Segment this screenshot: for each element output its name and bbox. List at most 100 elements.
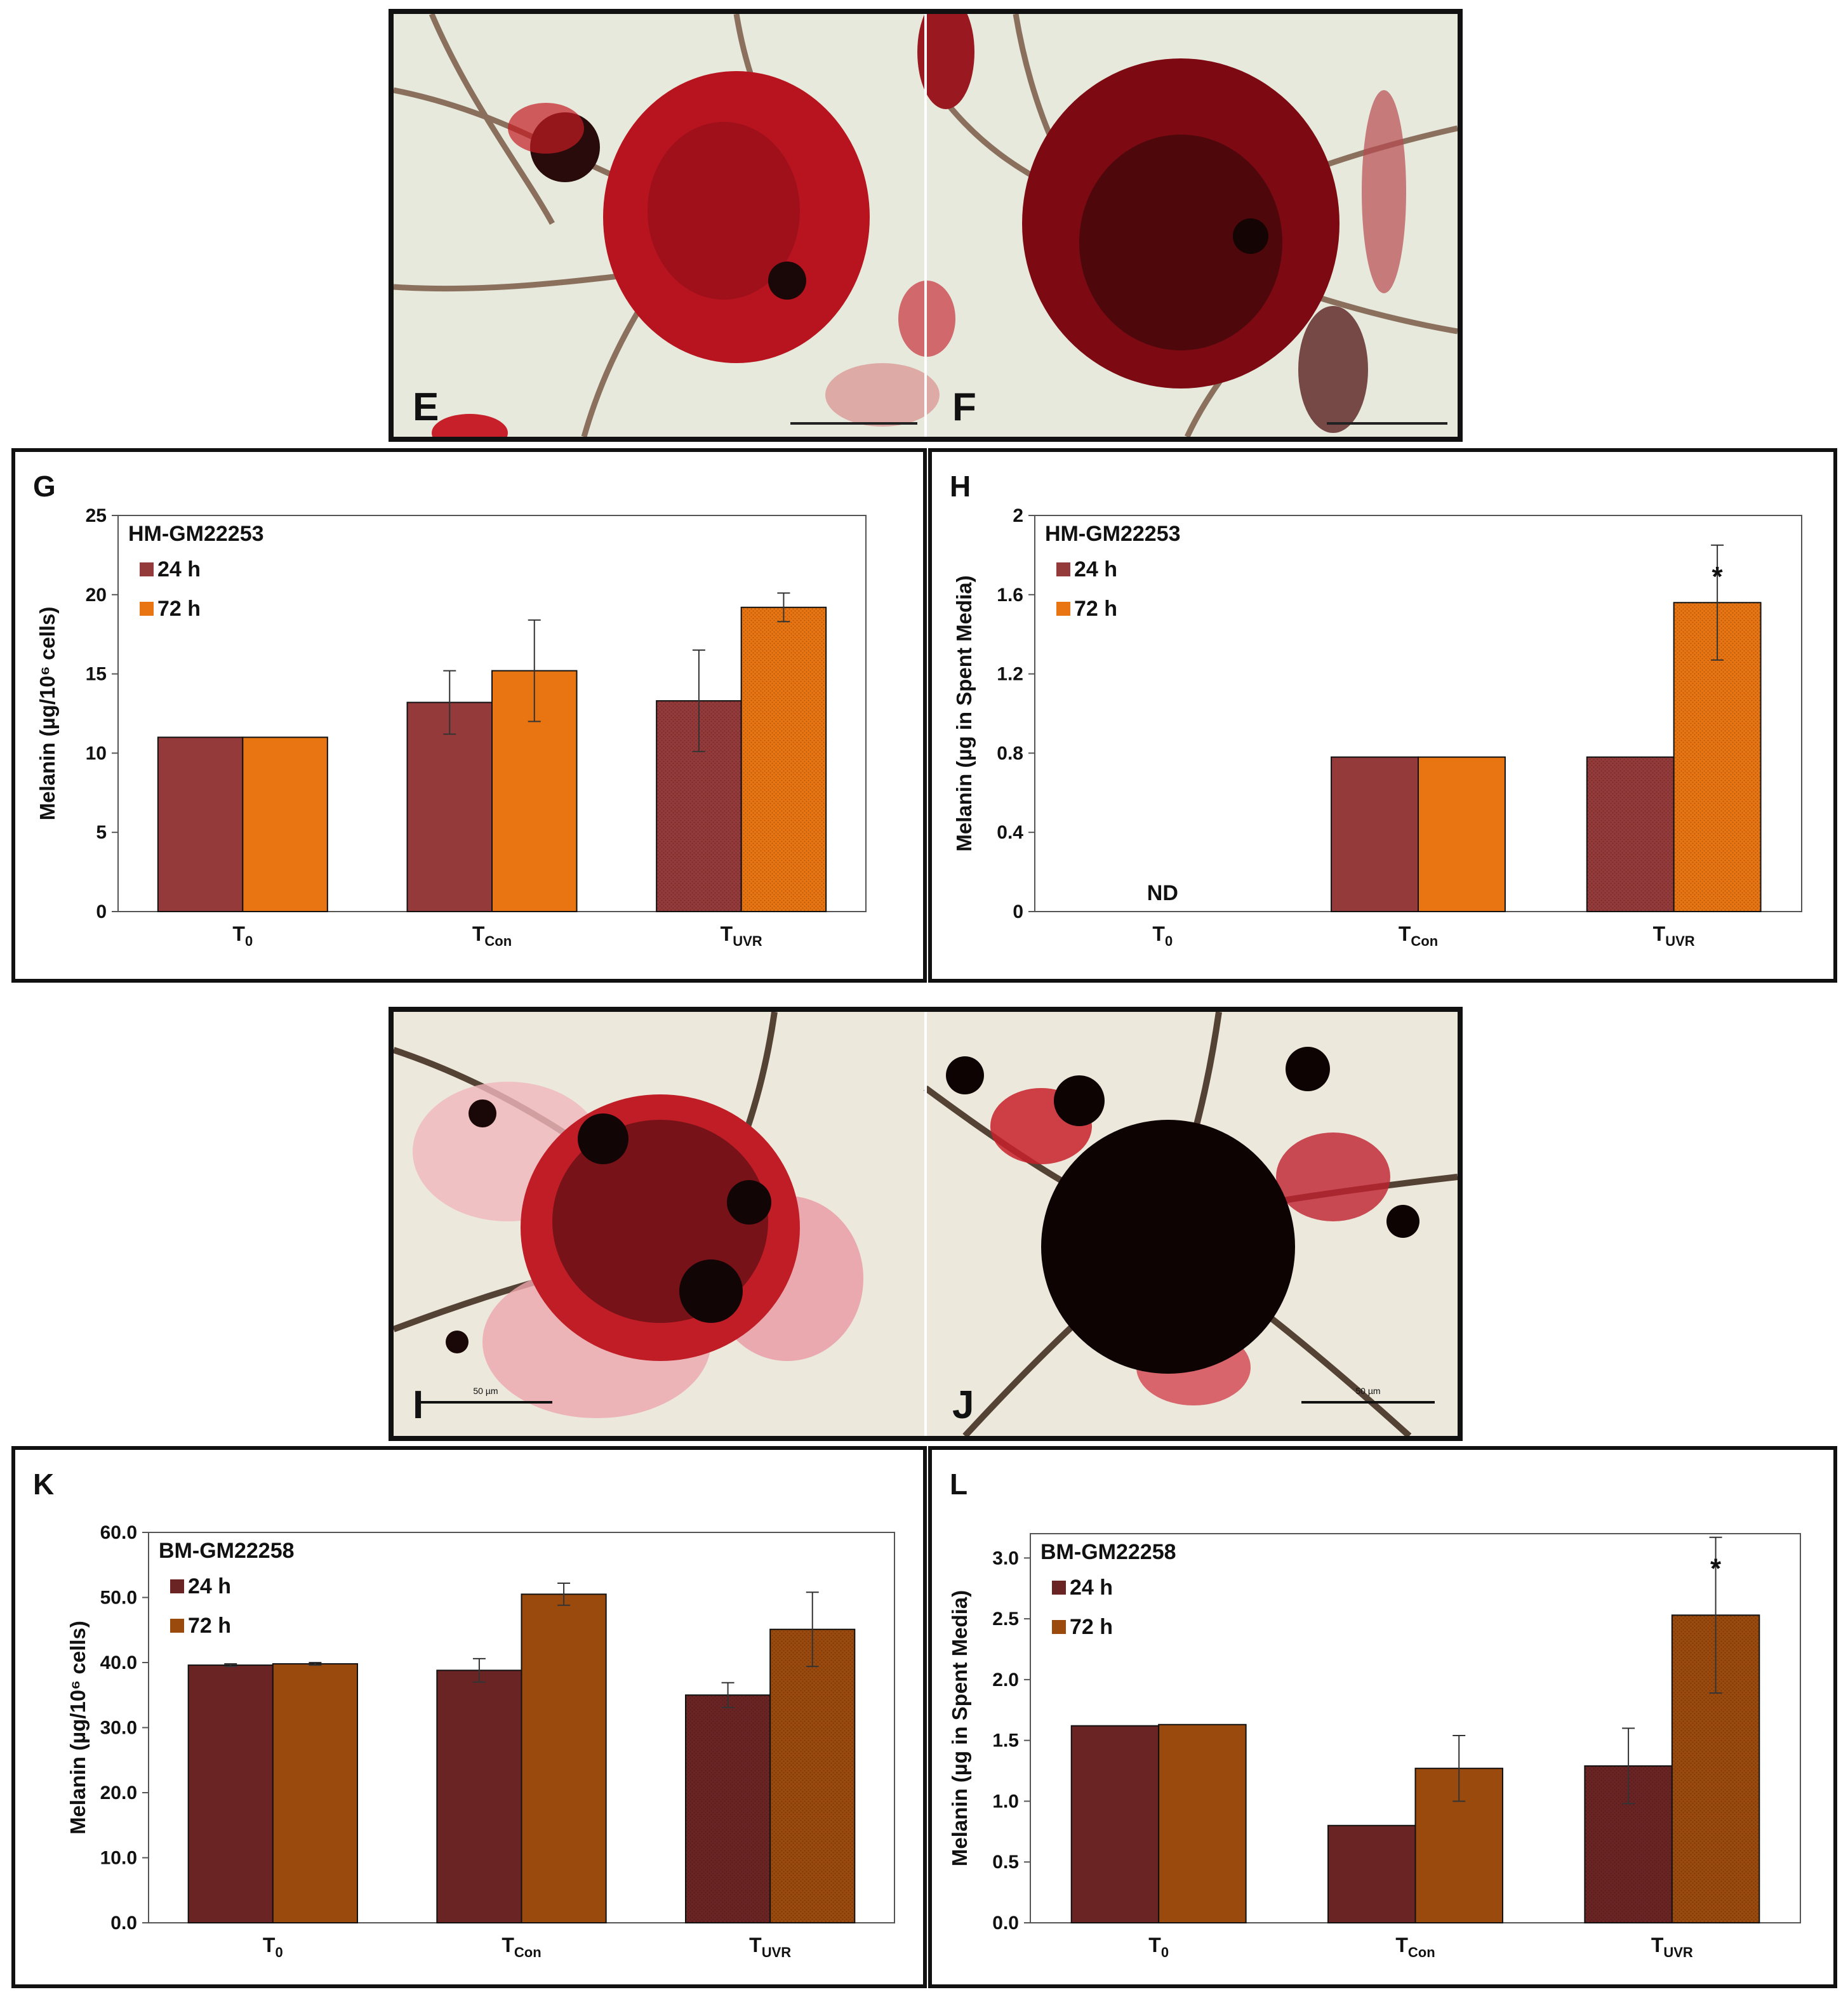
panel-letter-f: F xyxy=(952,385,976,429)
x-tick-label: TUVR xyxy=(1653,922,1695,949)
bar-g-72h-0 xyxy=(242,736,328,912)
y-axis-label: Melanin (µg/10⁶ cells) xyxy=(36,607,59,821)
chart-l: L 0.0 0.5 1.0 1.5 2.0 2.5 3.0 Melanin (µg in Spe… xyxy=(948,1468,1801,1960)
y-tick-label: 40.0 xyxy=(100,1652,137,1673)
legend-label: 72 h xyxy=(157,597,201,621)
bar-h-24h-con xyxy=(1331,756,1419,913)
bar-k-72h-uvr xyxy=(769,1628,856,1923)
legend-label: 24 h xyxy=(1070,1576,1113,1600)
x-tick-label: TUVR xyxy=(721,922,762,949)
x-tick-label: T0 xyxy=(263,1934,283,1960)
bar-k-72h-0 xyxy=(272,1663,359,1923)
error-bar xyxy=(309,1662,322,1666)
legend-label: 72 h xyxy=(1074,597,1117,621)
y-tick-label: 1.5 xyxy=(992,1730,1019,1751)
legend-label: 24 h xyxy=(1074,557,1117,581)
error-bar xyxy=(806,1591,819,1668)
bar-g-24h-0 xyxy=(157,736,244,912)
y-tick-label: 2 xyxy=(1013,505,1023,526)
y-tick-label: 0.8 xyxy=(997,743,1023,764)
error-bar xyxy=(777,592,790,623)
significance-marker: * xyxy=(1712,561,1724,592)
bar-l-24h-0 xyxy=(1070,1725,1160,1923)
bar-k-72h-con xyxy=(521,1593,607,1923)
error-bar xyxy=(528,619,541,722)
micrograph-ef-image: E F xyxy=(394,14,1458,437)
legend-swatch-72h xyxy=(170,1619,184,1633)
bar-l-24h-con xyxy=(1327,1824,1416,1923)
micrograph-ij-image: 50 µm 50 µm I J xyxy=(394,1012,1458,1436)
significance-marker: * xyxy=(1710,1553,1722,1584)
melanin-cluster xyxy=(1041,1120,1295,1374)
scale-label: 50 µm xyxy=(1355,1386,1380,1396)
bar-h-24h-uvr xyxy=(1586,756,1675,913)
y-tick-label: 10.0 xyxy=(100,1848,137,1869)
bar-k-24h-0 xyxy=(187,1664,274,1923)
y-tick-label: 1.2 xyxy=(997,664,1023,685)
legend-label: 24 h xyxy=(157,557,201,581)
x-tick-label: TUVR xyxy=(1651,1934,1693,1960)
y-axis-label: Melanin (µg/10⁶ cells) xyxy=(66,1621,90,1835)
error-bar xyxy=(1622,1727,1635,1805)
x-tick-label: TUVR xyxy=(749,1934,791,1960)
error-bar xyxy=(224,1663,237,1668)
legend-swatch-72h xyxy=(1052,1620,1066,1634)
x-tick-label: TCon xyxy=(1395,1934,1435,1960)
error-bar xyxy=(721,1682,735,1708)
y-tick-label: 20 xyxy=(86,585,107,606)
y-tick-label: 3.0 xyxy=(992,1548,1019,1569)
y-tick-label: 30.0 xyxy=(100,1718,137,1739)
bar-g-72h-uvr xyxy=(740,606,827,912)
error-bar xyxy=(1709,1536,1722,1694)
legend-swatch-24h xyxy=(1056,562,1070,576)
error-bar xyxy=(1452,1734,1466,1802)
legend-swatch-24h xyxy=(1052,1581,1066,1595)
x-tick-label: T0 xyxy=(1148,1934,1169,1960)
x-tick-label: TCon xyxy=(472,922,512,949)
legend-title: HM-GM22253 xyxy=(128,522,264,546)
legend-title: HM-GM22253 xyxy=(1045,522,1181,546)
legend-swatch-72h xyxy=(140,602,154,616)
y-tick-label: 2.0 xyxy=(992,1670,1019,1690)
y-tick-label: 15 xyxy=(86,664,107,685)
not-detected-label: ND xyxy=(1147,881,1178,905)
panel-letter-l: L xyxy=(950,1468,967,1501)
y-tick-label: 20.0 xyxy=(100,1783,137,1803)
chart-h: H 0 0.4 0.8 1.2 1.6 2 Melanin (µg in Spent Medi… xyxy=(950,470,1802,949)
y-tick-label: 5 xyxy=(96,822,107,843)
panel-letter-h: H xyxy=(950,470,971,503)
x-tick-label: TCon xyxy=(1399,922,1438,949)
legend-title: BM-GM22258 xyxy=(159,1539,295,1563)
x-tick-label: T0 xyxy=(232,922,253,949)
panel-k: K 0.0 10.0 20.0 30.0 40.0 50.0 60.0 Melanin (µg/… xyxy=(11,1446,927,1988)
bar-k-24h-con xyxy=(436,1670,522,1923)
y-tick-label: 2.5 xyxy=(992,1609,1019,1630)
panel-l: L 0.0 0.5 1.0 1.5 2.0 2.5 3.0 Melanin (µg in Spe… xyxy=(928,1446,1837,1988)
y-axis-label: Melanin (µg in Spent Media) xyxy=(952,575,976,851)
error-bar xyxy=(692,649,705,752)
bar-h-72h-con xyxy=(1418,756,1506,913)
y-tick-label: 0.0 xyxy=(110,1913,137,1934)
panel-h: H 0 0.4 0.8 1.2 1.6 2 Melanin (µg in Spent Medi… xyxy=(928,448,1837,983)
legend-title: BM-GM22258 xyxy=(1040,1540,1176,1564)
panel-letter-i: I xyxy=(413,1383,423,1427)
bar-l-72h-0 xyxy=(1158,1723,1247,1923)
y-axis-label: Melanin (µg in Spent Media) xyxy=(948,1590,971,1866)
legend-label: 72 h xyxy=(188,1614,231,1638)
x-tick-label: TCon xyxy=(502,1934,541,1960)
legend-swatch-72h xyxy=(1056,602,1070,616)
panel-letter-e: E xyxy=(413,385,439,429)
legend-swatch-24h xyxy=(140,562,154,576)
chart-g: G 0 5 10 15 20 25 Melanin (µg/10⁶ cells) T0 TCon T… xyxy=(33,470,867,949)
panel-g: G 0 5 10 15 20 25 Melanin (µg/10⁶ cells) T0 TCon T… xyxy=(11,448,927,983)
y-tick-label: 50.0 xyxy=(100,1588,137,1609)
y-tick-label: 0.0 xyxy=(992,1913,1019,1934)
error-bar xyxy=(557,1582,571,1606)
panel-letter-k: K xyxy=(33,1468,54,1501)
legend-label: 72 h xyxy=(1070,1615,1113,1639)
chart-k: K 0.0 10.0 20.0 30.0 40.0 50.0 60.0 Melanin (µg/… xyxy=(33,1468,895,1960)
error-bar xyxy=(472,1657,486,1683)
x-tick-label: T0 xyxy=(1152,922,1173,949)
y-tick-label: 0 xyxy=(96,901,107,922)
y-tick-label: 60.0 xyxy=(100,1522,137,1543)
